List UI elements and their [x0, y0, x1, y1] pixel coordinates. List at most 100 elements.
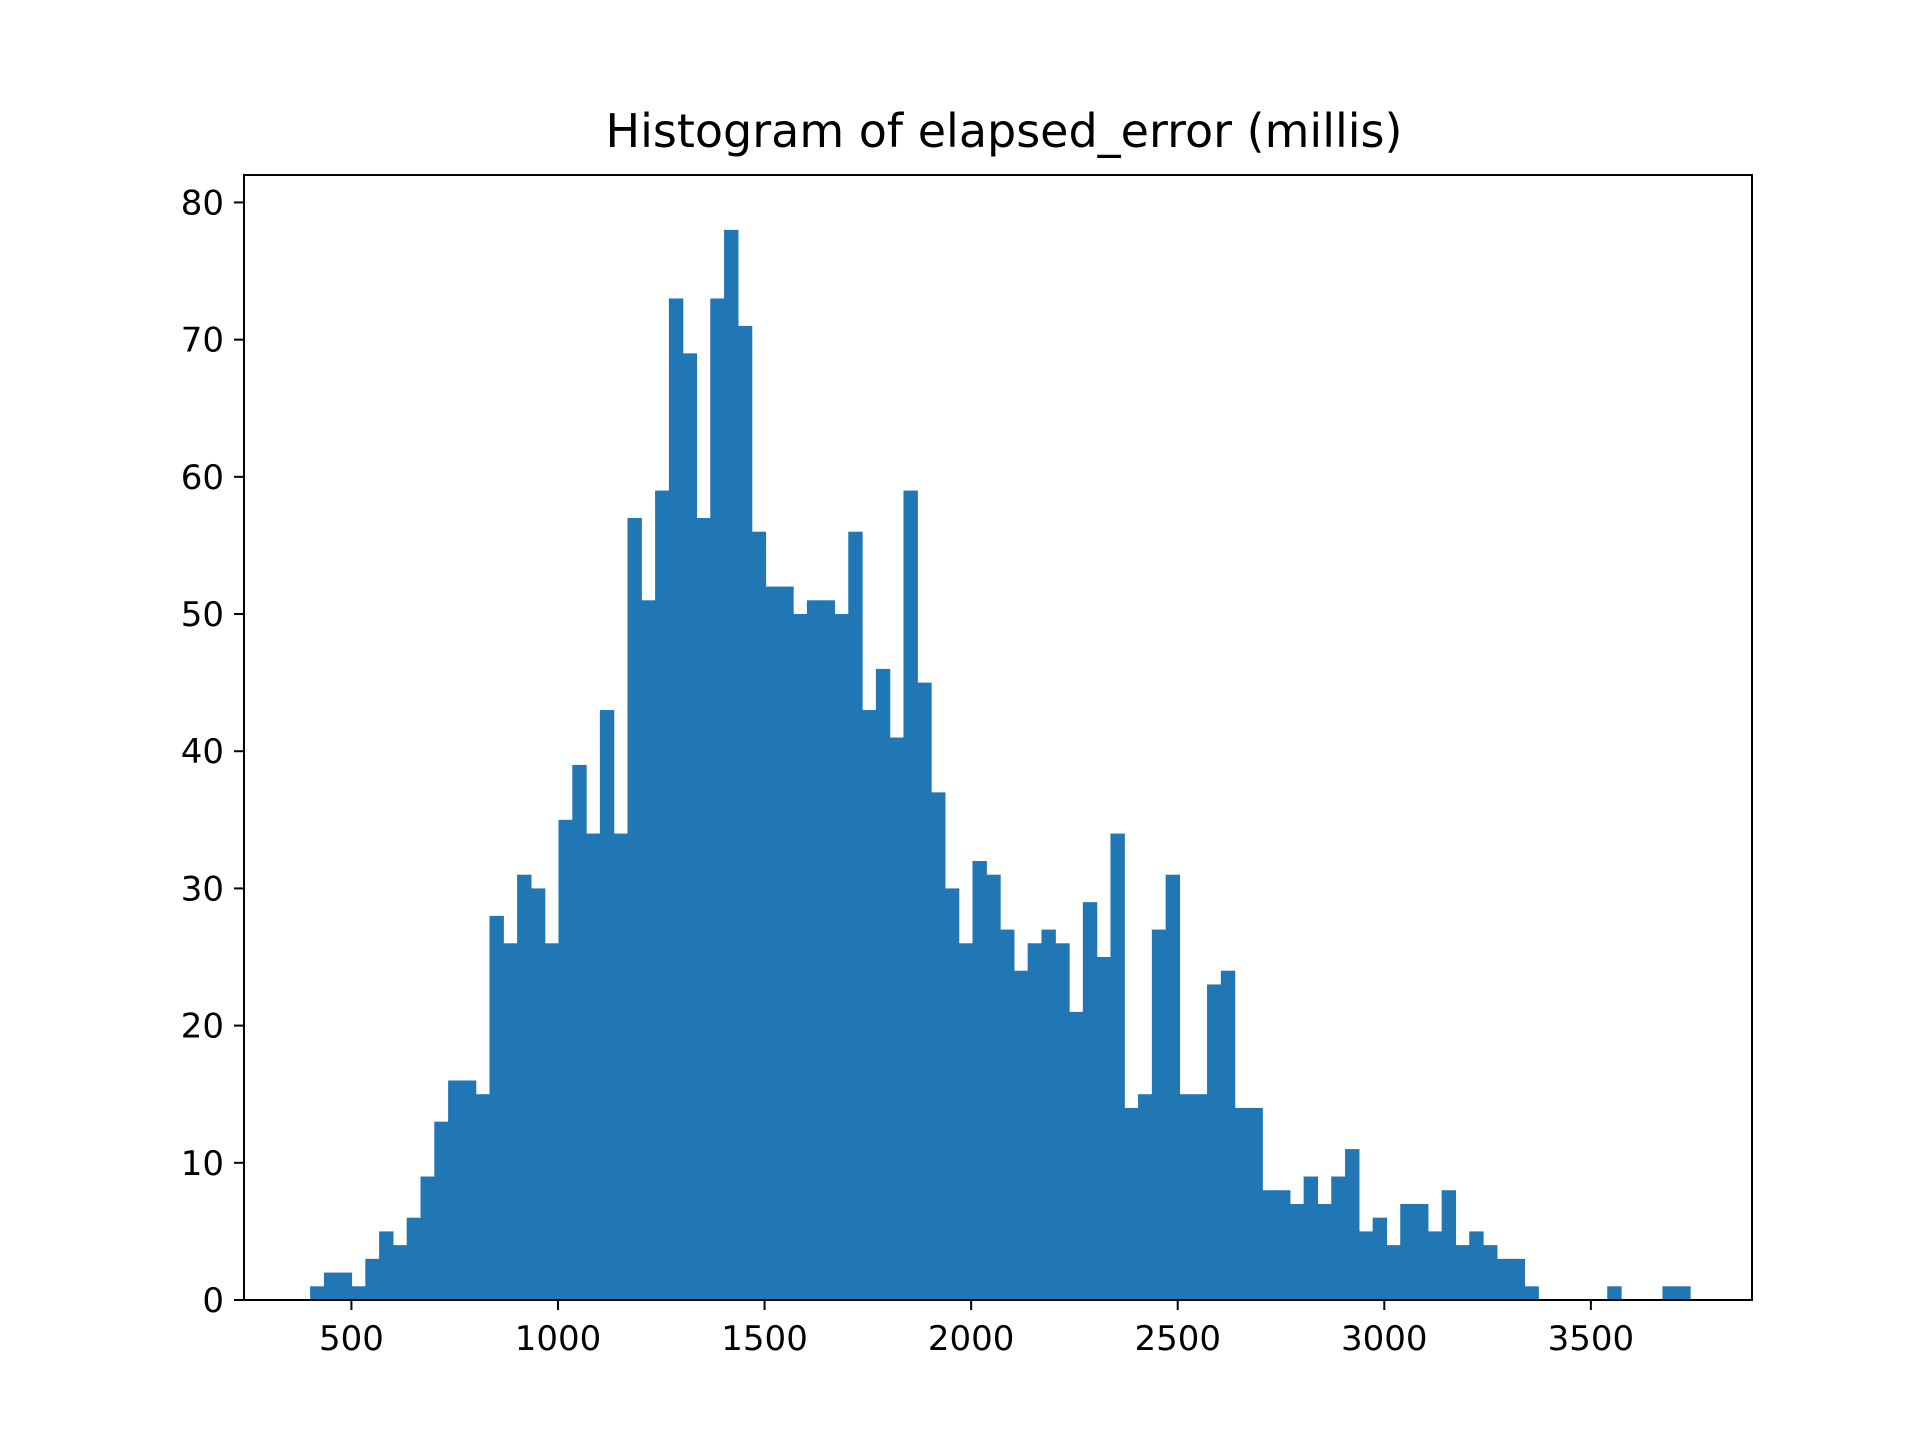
y-tick-label: 20	[181, 1007, 224, 1047]
histogram-bar	[1676, 1286, 1691, 1300]
histogram-bar	[1510, 1258, 1526, 1300]
histogram-bar	[475, 1094, 491, 1300]
x-axis: 500 1000 1500 2000 2500 3000 3500	[319, 1300, 1634, 1359]
x-tick-label: 2500	[1134, 1319, 1221, 1359]
histogram-bar	[1414, 1203, 1429, 1300]
histogram-bar	[834, 614, 849, 1300]
histogram-bar	[737, 325, 753, 1300]
histogram-bar	[599, 710, 615, 1300]
histogram-bar	[668, 298, 684, 1301]
histogram-bar	[310, 1286, 325, 1300]
histogram-bar	[1358, 1231, 1374, 1300]
histogram-bar	[958, 943, 974, 1300]
histogram-bar	[1386, 1245, 1401, 1300]
histogram-bar	[1427, 1231, 1443, 1300]
histogram-bar	[1331, 1176, 1346, 1300]
x-tick-label: 3500	[1548, 1319, 1635, 1359]
histogram-bar	[365, 1258, 380, 1300]
histogram-bar	[1151, 929, 1167, 1300]
histogram-bar	[1262, 1190, 1277, 1300]
histogram-bar	[392, 1245, 408, 1300]
histogram-bar	[903, 490, 918, 1300]
histogram-bar	[889, 737, 905, 1300]
histogram-bar	[1055, 943, 1070, 1300]
y-tick-label: 30	[181, 869, 224, 909]
histogram-bar	[1096, 957, 1112, 1300]
y-tick-label: 40	[181, 732, 224, 772]
histogram-bar	[1248, 1107, 1263, 1300]
histogram-bar	[806, 600, 822, 1300]
histogram-bar	[1041, 929, 1056, 1300]
histogram-bar	[1193, 1094, 1208, 1300]
histogram-bar	[1276, 1190, 1291, 1300]
histogram-bar	[944, 888, 960, 1300]
x-tick-label: 1000	[515, 1319, 602, 1359]
histogram-bar	[1220, 970, 1236, 1300]
histogram-bar	[1345, 1149, 1360, 1300]
chart-title: Histogram of elapsed_error (millis)	[606, 104, 1403, 158]
y-tick-label: 60	[181, 458, 224, 498]
y-tick-label: 70	[181, 321, 224, 361]
histogram-bar	[1496, 1258, 1512, 1300]
histogram-bar	[724, 229, 739, 1300]
histogram-bar	[489, 915, 504, 1300]
histogram-bar	[1372, 1217, 1388, 1300]
histogram-bar	[1524, 1286, 1539, 1300]
histogram-bar	[848, 531, 863, 1300]
histogram-bar	[379, 1231, 394, 1300]
histogram-bar	[972, 860, 987, 1300]
histogram-bar	[1027, 943, 1043, 1300]
histogram-bar	[1207, 984, 1222, 1300]
histogram-bar	[406, 1217, 422, 1300]
histogram-bar	[862, 710, 877, 1300]
histogram-bar	[875, 668, 891, 1300]
histogram-bar	[751, 531, 767, 1300]
histogram-bar	[572, 764, 587, 1300]
histogram-bar	[710, 298, 725, 1301]
histogram-bar	[461, 1080, 477, 1300]
y-tick-label: 0	[202, 1281, 224, 1321]
histogram-bar	[765, 586, 780, 1300]
histogram-bar	[1082, 902, 1098, 1300]
histogram-bar	[931, 792, 946, 1300]
histogram-bar	[517, 874, 532, 1300]
histogram-bar	[586, 833, 601, 1300]
histogram-bar	[1441, 1190, 1457, 1300]
x-tick-label: 3000	[1341, 1319, 1428, 1359]
x-tick-label: 500	[319, 1319, 384, 1359]
histogram-bar	[1124, 1107, 1139, 1300]
histogram-bar	[558, 819, 573, 1300]
histogram-bar	[682, 353, 698, 1301]
histogram-bar	[917, 682, 932, 1300]
histogram-bar	[1013, 970, 1029, 1300]
histogram-bar	[613, 833, 629, 1300]
histogram-bar	[337, 1272, 353, 1300]
histogram-bar	[1110, 833, 1125, 1300]
histogram-bar	[1662, 1286, 1677, 1300]
histogram-bar	[323, 1272, 339, 1300]
histogram-bar	[448, 1080, 463, 1300]
y-tick-label: 80	[181, 183, 224, 223]
x-tick-label: 1500	[721, 1319, 808, 1359]
histogram-bar	[1179, 1094, 1194, 1300]
y-tick-label: 10	[181, 1144, 224, 1184]
histogram-bar	[503, 943, 518, 1300]
histogram-bar	[1138, 1094, 1153, 1300]
histogram-bar	[1400, 1203, 1415, 1300]
histogram-bar	[1000, 929, 1015, 1300]
histogram-bar	[1607, 1286, 1622, 1300]
y-tick-label: 50	[181, 595, 224, 635]
histogram-bar	[1069, 1011, 1084, 1300]
histogram-bar	[986, 874, 1001, 1300]
histogram-bar	[420, 1176, 435, 1300]
histogram-bar	[1165, 874, 1181, 1300]
y-axis: 0 10 20 30 40 50 60 70 80	[181, 183, 244, 1321]
histogram-bar	[793, 614, 808, 1300]
histogram-bar	[544, 943, 560, 1300]
histogram-bar	[1483, 1245, 1498, 1300]
histogram-bar	[1469, 1231, 1484, 1300]
histogram-bar	[1234, 1107, 1250, 1300]
histogram-bar	[1289, 1203, 1305, 1300]
x-tick-label: 2000	[928, 1319, 1015, 1359]
histogram-bar	[779, 586, 794, 1300]
